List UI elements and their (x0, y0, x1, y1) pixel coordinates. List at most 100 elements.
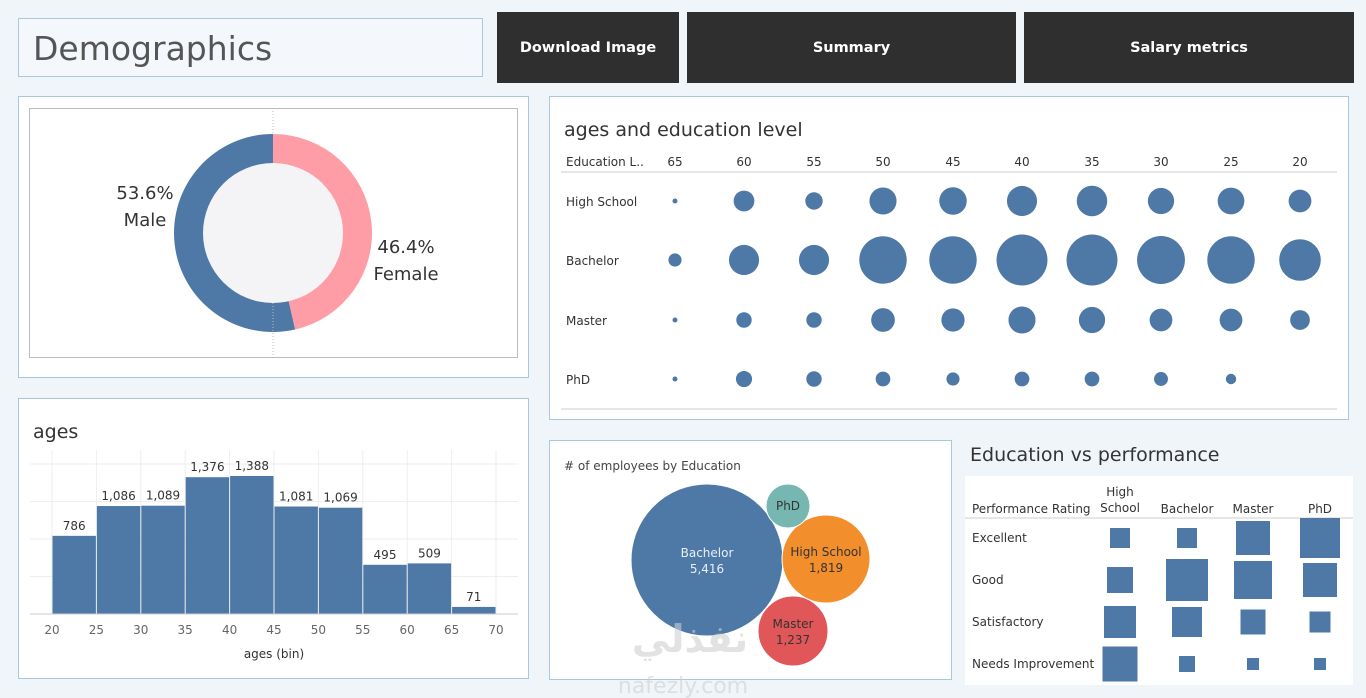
age-tick-label: 60 (400, 623, 415, 637)
age-education-bubble (806, 371, 822, 387)
age-education-bubble (1219, 308, 1243, 332)
age-education-bubble (1225, 373, 1237, 385)
age-column-label: 45 (945, 155, 960, 169)
age-tick-label: 70 (488, 623, 503, 637)
age-tick-label: 20 (44, 623, 59, 637)
salary-metrics-button[interactable]: Salary metrics (1024, 12, 1354, 83)
age-bar (52, 535, 96, 614)
age-education-title: ages and education level (564, 119, 803, 141)
age-tick-label: 25 (89, 623, 104, 637)
age-bar (230, 476, 274, 614)
age-tick-label: 55 (355, 623, 370, 637)
age-tick-label: 30 (133, 623, 148, 637)
col-header-master: Master (1233, 502, 1274, 516)
age-education-bubble (1014, 371, 1030, 387)
age-education-bubble (736, 312, 752, 328)
age-education-bubble (1084, 371, 1100, 387)
education-performance-heatmap: Performance Rating High School Bachelor … (965, 485, 1353, 682)
age-education-bubble (1207, 236, 1255, 284)
age-education-bubble (806, 312, 822, 328)
age-education-bubble (1149, 308, 1173, 332)
age-education-bubble (1076, 185, 1108, 217)
age-education-bubble (929, 236, 977, 284)
age-bar-label: 1,086 (101, 489, 135, 503)
education-bubble-value: 1,237 (776, 633, 810, 647)
education-bubble-label: Bachelor (681, 546, 734, 560)
age-bar-label: 509 (418, 546, 441, 560)
performance-square (1102, 646, 1138, 682)
age-tick-label: 35 (178, 623, 193, 637)
education-bubble-value: 5,416 (690, 562, 724, 576)
performance-row-label: Needs Improvement (972, 657, 1094, 671)
age-education-bubble (805, 192, 823, 210)
education-bubble-label: PhD (776, 499, 800, 513)
age-education-bubble (1290, 310, 1310, 330)
age-bar-label: 1,376 (190, 460, 224, 474)
age-education-bubble (1147, 187, 1175, 215)
performance-square (1247, 658, 1259, 670)
age-education-chart: Education L.. 65 60 55 50 45 40 35 30 25 20 High S… (561, 155, 1337, 410)
age-column-label: 50 (875, 155, 890, 169)
age-education-bubble (672, 198, 678, 204)
performance-square (1309, 611, 1331, 633)
summary-button[interactable]: Summary (687, 12, 1016, 83)
age-bar (407, 563, 452, 614)
ages-x-axis-title: ages (bin) (244, 647, 304, 661)
download-image-button[interactable]: Download Image (497, 12, 679, 83)
age-bar-label: 1,388 (235, 459, 269, 473)
age-bar-label: 495 (374, 548, 397, 562)
age-education-bubble (869, 187, 897, 215)
age-column-label: 35 (1084, 155, 1099, 169)
age-column-label: 60 (736, 155, 751, 169)
age-education-bubble (939, 187, 967, 215)
age-education-bubble (672, 317, 678, 323)
education-bubble-label: High School (790, 545, 861, 559)
age-tick-label: 40 (222, 623, 237, 637)
dashboard-title-box: Demographics (18, 18, 483, 77)
age-education-bubble (728, 244, 760, 276)
age-education-bubble (859, 236, 907, 284)
donut-center (203, 163, 343, 303)
age-education-bubble (1008, 306, 1036, 334)
age-tick-label: 45 (266, 623, 281, 637)
education-performance-panel (965, 476, 1353, 685)
female-pct-label: 46.4% (377, 237, 434, 258)
col-header-phd: PhD (1308, 502, 1332, 516)
gender-donut-chart: 53.6% Male 46.4% Female (116, 108, 439, 358)
age-column-label: 55 (806, 155, 821, 169)
age-bar-label: 786 (63, 519, 86, 533)
age-bar (274, 506, 318, 614)
age-education-bubble (1078, 306, 1106, 334)
age-education-bubble (1066, 234, 1118, 286)
age-bar-label: 1,069 (323, 491, 357, 505)
performance-square (1240, 609, 1266, 635)
ages-title: ages (33, 421, 79, 443)
performance-row-label: Excellent (972, 531, 1027, 545)
age-education-bubble (946, 372, 960, 386)
education-bubble (757, 595, 829, 667)
performance-square (1177, 528, 1197, 548)
age-education-bubble (1217, 187, 1245, 215)
age-education-bubble (1137, 236, 1185, 284)
age-bar (363, 564, 407, 614)
education-bubble-value: 1,819 (809, 561, 843, 575)
performance-square (1110, 528, 1130, 548)
performance-square (1107, 567, 1133, 593)
age-education-bubble (871, 308, 895, 332)
age-education-bubble (733, 190, 755, 212)
age-bar (452, 606, 496, 614)
ages-histogram: 786 1,086 1,089 1,376 1,388 1,081 1,069 495 509 7… (30, 450, 518, 661)
performance-square (1104, 606, 1136, 638)
age-bar-label: 1,089 (146, 489, 180, 503)
age-tick-label: 65 (444, 623, 459, 637)
male-label: Male (124, 210, 167, 231)
age-bar-label: 1,081 (279, 490, 313, 504)
age-bar (185, 477, 230, 614)
age-bar (96, 506, 141, 614)
age-education-bubble (941, 308, 965, 332)
age-column-label: 20 (1292, 155, 1307, 169)
col-header-high-school-2: School (1100, 501, 1140, 515)
age-education-bubble (1288, 189, 1312, 213)
performance-rating-header: Performance Rating (972, 502, 1091, 516)
age-column-label: 65 (667, 155, 682, 169)
